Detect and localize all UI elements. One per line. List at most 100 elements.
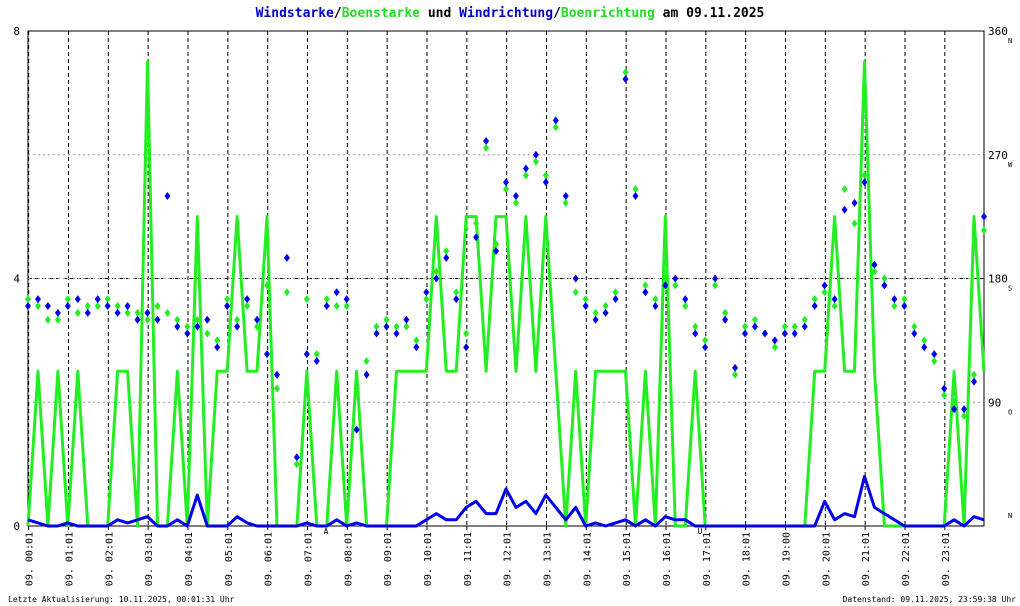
direction-point bbox=[144, 315, 151, 324]
direction-point bbox=[264, 281, 270, 290]
direction-point bbox=[154, 315, 161, 324]
direction-point bbox=[283, 288, 290, 297]
direction-point bbox=[851, 198, 858, 207]
direction-point bbox=[483, 143, 490, 152]
direction-point bbox=[921, 336, 928, 345]
direction-point bbox=[552, 123, 559, 132]
direction-point bbox=[413, 343, 420, 352]
direction-point bbox=[363, 370, 370, 379]
direction-point bbox=[413, 336, 420, 345]
direction-point bbox=[54, 308, 61, 317]
direction-point bbox=[512, 192, 519, 200]
x-tick-label: 09. 15:01 bbox=[622, 532, 633, 586]
direction-point bbox=[981, 212, 987, 221]
x-tick-label: 09. 02:01 bbox=[104, 532, 115, 586]
x-tick-label: 09. 13:01 bbox=[542, 532, 553, 586]
compass-label: S bbox=[1008, 285, 1012, 293]
x-tick-label: 09. 04:01 bbox=[184, 532, 195, 586]
direction-point bbox=[532, 150, 539, 159]
y2-tick-label: 270 bbox=[988, 149, 1008, 162]
direction-point bbox=[473, 219, 480, 228]
direction-point bbox=[781, 322, 788, 331]
direction-point bbox=[632, 185, 639, 194]
title-part: Boenrichtung bbox=[561, 6, 655, 21]
direction-point bbox=[562, 192, 569, 200]
direction-point bbox=[423, 295, 430, 304]
direction-point bbox=[224, 302, 231, 310]
direction-point bbox=[373, 329, 380, 338]
direction-point bbox=[34, 295, 41, 304]
direction-point bbox=[84, 308, 91, 317]
direction-point bbox=[453, 288, 460, 297]
direction-point bbox=[532, 157, 539, 166]
direction-point bbox=[134, 315, 141, 324]
direction-point bbox=[94, 302, 101, 310]
direction-point bbox=[921, 343, 928, 352]
direction-point bbox=[283, 253, 290, 262]
direction-point bbox=[224, 295, 231, 304]
direction-point bbox=[293, 460, 300, 469]
direction-point bbox=[612, 288, 619, 297]
direction-point bbox=[622, 68, 629, 77]
direction-point bbox=[841, 185, 848, 194]
direction-point bbox=[981, 226, 987, 235]
direction-point bbox=[323, 295, 330, 304]
direction-point bbox=[692, 322, 699, 331]
direction-point bbox=[393, 329, 400, 338]
direction-point bbox=[951, 398, 958, 407]
direction-point bbox=[44, 315, 51, 324]
direction-point bbox=[234, 322, 241, 331]
direction-point bbox=[94, 295, 101, 304]
x-tick-label: 09. 22:01 bbox=[901, 532, 912, 586]
y-tick-label: 4 bbox=[13, 273, 20, 286]
x-tick-label: 09. 08:01 bbox=[343, 532, 354, 586]
direction-point bbox=[144, 308, 151, 317]
direction-point bbox=[871, 267, 878, 276]
x-tick-label: 09. 05:01 bbox=[224, 532, 235, 586]
compass-label: O bbox=[1008, 408, 1012, 416]
direction-point bbox=[273, 384, 280, 393]
direction-point bbox=[901, 295, 908, 304]
direction-point bbox=[722, 308, 729, 317]
direction-point bbox=[273, 370, 280, 379]
footer-right: Datenstand: 09.11.2025, 23:59:38 Uhr bbox=[843, 595, 1017, 604]
title-part: Windrichtung bbox=[459, 6, 553, 21]
direction-point bbox=[383, 322, 390, 331]
x-tick-label: 09. 23:01 bbox=[941, 532, 952, 586]
direction-point bbox=[34, 302, 41, 310]
direction-point bbox=[742, 322, 748, 331]
direction-point bbox=[244, 302, 251, 310]
direction-point bbox=[891, 295, 898, 304]
direction-point bbox=[702, 336, 709, 345]
title-part: Boenstarke bbox=[342, 6, 420, 21]
direction-point bbox=[423, 288, 430, 297]
direction-point bbox=[642, 281, 649, 290]
direction-point bbox=[303, 295, 310, 304]
direction-point bbox=[493, 247, 500, 255]
direction-point bbox=[712, 281, 719, 290]
direction-point bbox=[771, 336, 778, 345]
direction-point bbox=[971, 370, 978, 379]
direction-point bbox=[204, 315, 211, 324]
direction-point bbox=[184, 329, 191, 338]
direction-point bbox=[124, 308, 131, 317]
direction-point bbox=[522, 164, 529, 173]
x-tick-label: 09. 11:01 bbox=[463, 532, 474, 586]
direction-point bbox=[244, 295, 251, 304]
direction-point bbox=[851, 219, 858, 228]
direction-point bbox=[881, 281, 888, 290]
direction-point bbox=[403, 322, 410, 331]
direction-point bbox=[463, 343, 470, 352]
direction-point bbox=[503, 185, 509, 194]
direction-point bbox=[353, 384, 360, 393]
direction-point bbox=[602, 302, 609, 310]
direction-point bbox=[682, 295, 689, 304]
x-tick-label: 09. 06:01 bbox=[264, 532, 275, 586]
direction-point bbox=[204, 329, 211, 338]
direction-point bbox=[751, 322, 758, 331]
direction-point bbox=[174, 322, 181, 331]
direction-point bbox=[104, 302, 111, 310]
direction-point bbox=[941, 384, 948, 393]
direction-point bbox=[264, 350, 270, 359]
direction-point bbox=[74, 295, 81, 304]
